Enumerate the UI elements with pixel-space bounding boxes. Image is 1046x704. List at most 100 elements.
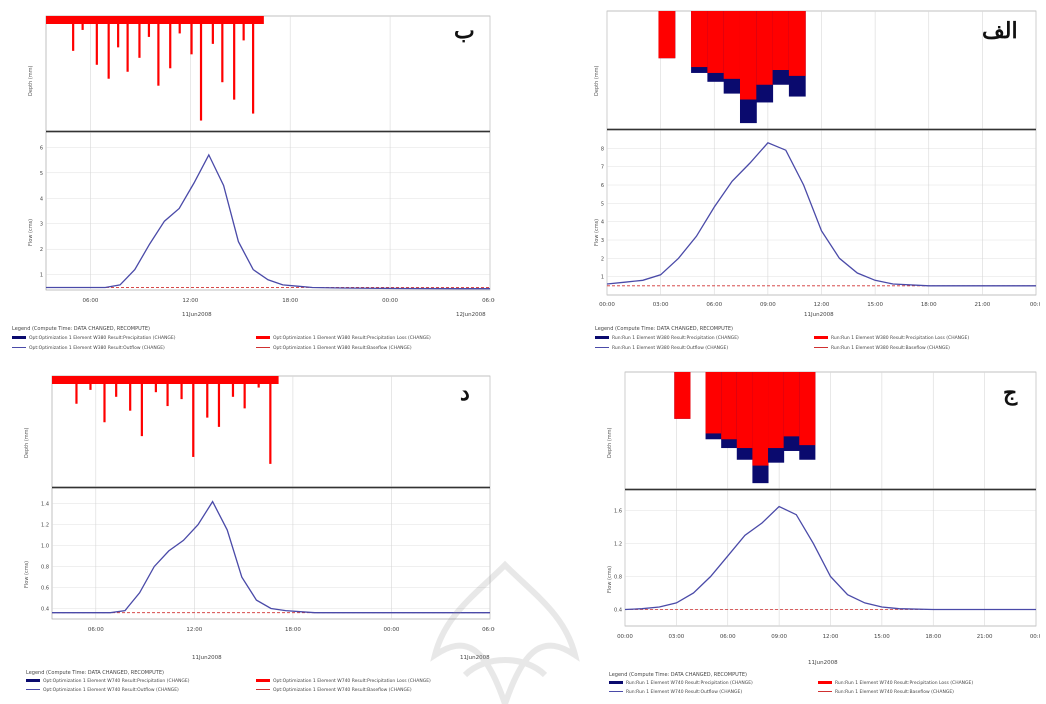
precip-loss-bar [799, 372, 816, 446]
outflow-line [52, 500, 490, 614]
flow-axis-label: Flow (cms) [594, 218, 600, 246]
y-tick-label: 3 [601, 238, 604, 244]
y-tick-label: 7 [601, 165, 604, 171]
flow-plot-frame [51, 487, 491, 620]
precip-bar [75, 376, 78, 404]
precip-bar [206, 376, 209, 418]
depth-axis-label: Depth (mm) [24, 427, 30, 458]
x-tick-label: 06:00 [88, 627, 104, 633]
y-tick-label: 2 [601, 256, 604, 262]
precip-bar [231, 376, 235, 397]
precip-loss-bar [772, 11, 790, 70]
precip-loss-bar [707, 11, 725, 73]
precip-bar [192, 376, 195, 457]
precip-bar [115, 376, 118, 397]
outflow-line [46, 153, 490, 290]
precip-bar [138, 16, 141, 58]
hydrograph-chart-dal: 06:00 12:00 18:00 00:00 06:00 0.4 0.6 0.8 1.0 1.2… [41, 375, 495, 633]
precip-bar [117, 16, 120, 48]
precip-bar [72, 16, 75, 51]
legend-outflow: Run:Run 1 Element W380 Result:Outflow (C… [595, 346, 728, 351]
precip-loss-bar [783, 372, 800, 437]
legend-loss: Run:Run 1 Element W380 Result:Precipitat… [814, 336, 969, 341]
panel-tag: ب [454, 18, 475, 44]
precip-loss-bar [721, 372, 738, 440]
x-tick-label: 00:00 [382, 298, 398, 304]
legend-loss: Run:Run 1 Element W740 Result:Precipitat… [818, 681, 973, 686]
x-tick-label: 12:00 [823, 634, 839, 640]
x-tick-label: 18:00 [285, 627, 301, 633]
precip-bar [126, 16, 129, 72]
precip-loss-bar [658, 11, 676, 59]
x-tick-label: 00:00 [384, 627, 400, 633]
legend-outflow: Opt:Optimization 1 Element W740 Result:O… [26, 688, 179, 693]
chart-panel-dal: 06:00 12:00 18:00 00:00 06:00 0.4 0.6 0.8 1.0 1.2… [20, 368, 495, 702]
legend-loss: Opt:Optimization 1 Element W740 Result:P… [256, 679, 431, 684]
precip-loss-bar [736, 372, 753, 449]
legend-header: Legend (Compute Time: DATA CHANGED, RECO… [595, 326, 733, 332]
x-tick-label: 03:00 [653, 302, 669, 308]
y-tick-label: 0.6 [41, 586, 49, 592]
flow-plot-frame [45, 131, 491, 291]
precip-bar [157, 16, 160, 86]
legend-precip: Opt:Optimization 1 Element W380 Result:P… [12, 336, 176, 341]
x-tick-label: 12:00 [186, 627, 202, 633]
precip-bar [178, 16, 181, 34]
precip-plot-frame [45, 15, 491, 132]
legend-loss: Opt:Optimization 1 Element W380 Result:P… [256, 336, 431, 341]
x-tick-label: 18:00 [921, 302, 937, 308]
precip-loss-bar [788, 11, 806, 76]
x-tick-label: 15:00 [874, 634, 890, 640]
outflow-line [624, 505, 1036, 611]
x-tick-label: 00:0 [1030, 302, 1040, 308]
precip-bar [190, 16, 193, 55]
precip-bar [81, 16, 84, 30]
precip-bar [140, 376, 143, 437]
precip-loss-bar [723, 11, 741, 79]
chart-panel-jim: 00:00 03:00 06:00 09:00 12:00 15:00 18:00 21:00… [603, 368, 1040, 702]
depth-axis-label: Depth (mm) [594, 65, 600, 96]
precip-bar [89, 376, 92, 390]
precip-bar [95, 16, 98, 65]
y-tick-label: 0.4 [41, 607, 49, 613]
legend-header: Legend (Compute Time: DATA CHANGED, RECO… [12, 326, 150, 332]
date-label-right: 11Jun2008 [460, 655, 490, 661]
x-tick-label: 21:00 [977, 634, 993, 640]
x-tick-label: 18:00 [925, 634, 941, 640]
y-tick-label: 1 [40, 273, 43, 279]
hydrograph-chart-jim: 00:00 03:00 06:00 09:00 12:00 15:00 18:00 21:00… [614, 371, 1040, 640]
legend-baseflow: Opt:Optimization 1 Element W740 Result:B… [256, 688, 412, 693]
y-tick-label: 0.8 [41, 565, 49, 571]
precip-bar [180, 376, 183, 400]
precip-loss-bar [768, 372, 785, 449]
y-tick-label: 1.0 [41, 544, 49, 550]
y-tick-label: 1.2 [614, 542, 622, 548]
y-tick-label: 1.6 [614, 509, 622, 515]
precip-bar [252, 16, 255, 114]
hydrograph-chart-alef: 00:00 03:00 06:00 09:00 12:00 15:00 18:00 21:00… [599, 10, 1040, 308]
y-tick-label: 8 [601, 146, 604, 152]
precip-loss-bar [674, 372, 691, 419]
x-tick-label: 03:00 [668, 634, 684, 640]
legend-baseflow: Run:Run 1 Element W380 Result:Baseflow (… [814, 346, 950, 351]
legend-outflow: Run:Run 1 Element W740 Result:Outflow (C… [609, 690, 742, 695]
y-tick-label: 2 [40, 247, 43, 253]
legend-baseflow: Opt:Optimization 1 Element W380 Result:B… [256, 346, 412, 351]
hydrograph-chart-b: 06:00 12:00 18:00 00:00 06:00 1 2 3 4 5 6 [40, 15, 495, 304]
x-tick-label: 18:00 [282, 298, 298, 304]
date-label: 11Jun2008 [192, 655, 222, 661]
x-tick-label: 06:00 [82, 298, 98, 304]
y-tick-label: 0.8 [614, 575, 622, 581]
precip-band [52, 376, 279, 384]
date-label: 11Jun2008 [804, 312, 834, 318]
precip-loss-bar [756, 11, 774, 85]
panel-tag: ج [1003, 380, 1018, 406]
flow-axis-label: Flow (cms) [28, 218, 34, 246]
panel-tag: الف [982, 18, 1018, 44]
precip-bar [269, 376, 272, 464]
legend-header: Legend (Compute Time: DATA CHANGED, RECO… [609, 672, 747, 678]
x-tick-label: 06:00 [706, 302, 722, 308]
precip-bar [129, 376, 132, 411]
x-tick-label: 12:00 [814, 302, 830, 308]
y-tick-label: 3 [40, 222, 43, 228]
